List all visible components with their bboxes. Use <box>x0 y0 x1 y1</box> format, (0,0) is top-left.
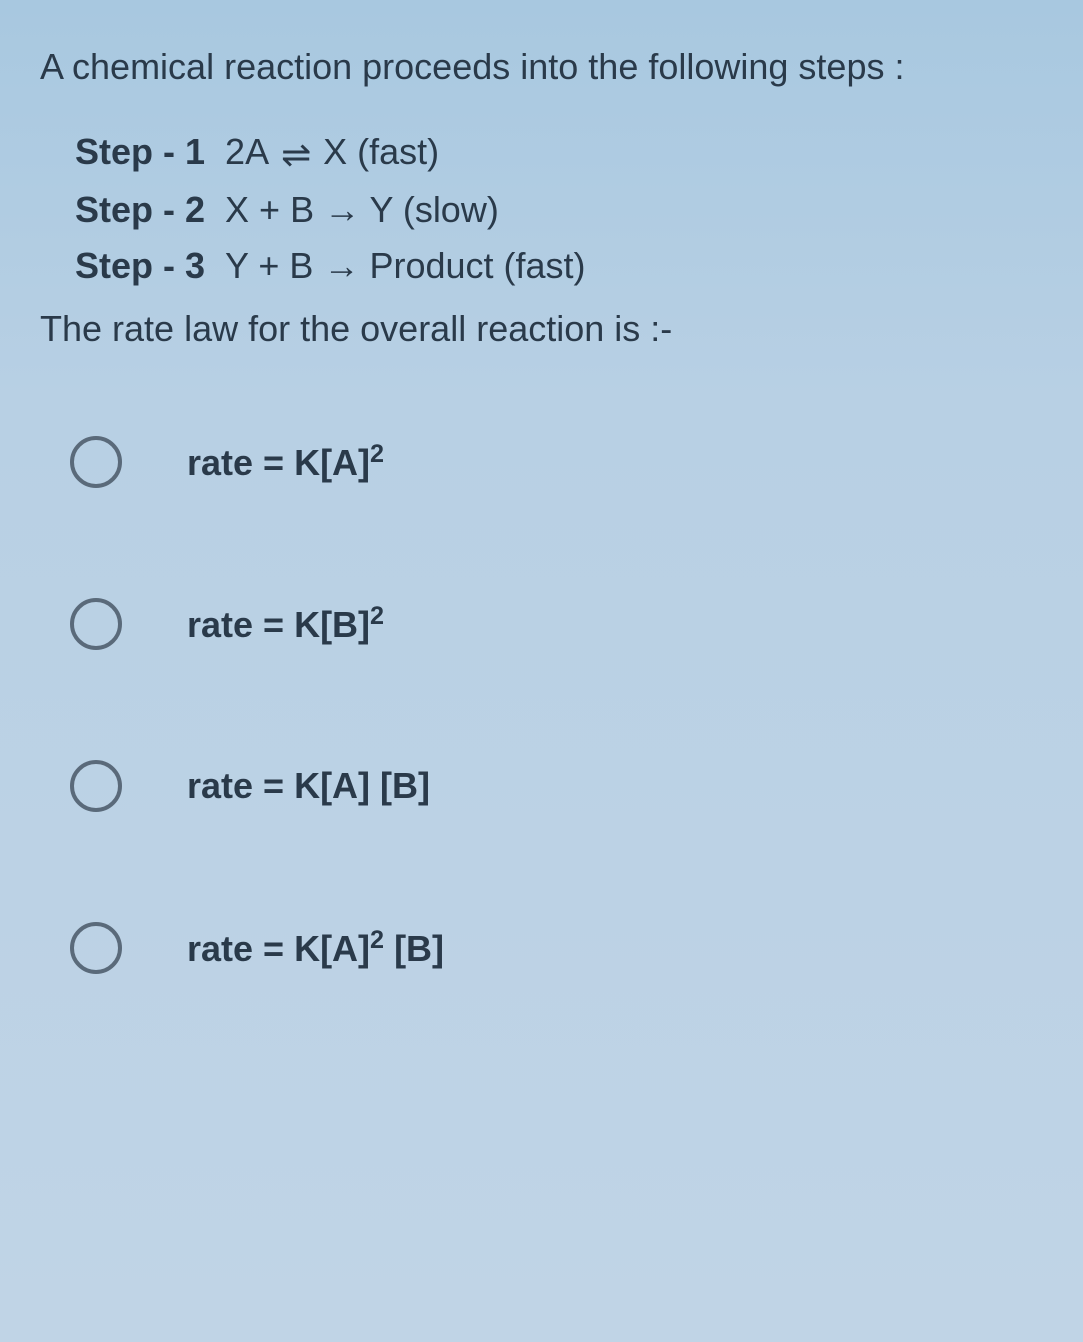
option-2[interactable]: rate = K[B]2 <box>70 598 1043 650</box>
option-4[interactable]: rate = K[A]2 [B] <box>70 922 1043 974</box>
options-block: rate = K[A]2 rate = K[B]2 rate = K[A] [B… <box>70 436 1043 974</box>
option-1-text: rate = K[A]2 <box>187 440 384 484</box>
step-2-label: Step - 2 <box>75 189 205 230</box>
step-3-equation: Y + B → Product (fast) <box>225 245 585 286</box>
option-4-text: rate = K[A]2 [B] <box>187 926 444 970</box>
step-1-equation: 2A X (fast) <box>225 131 439 172</box>
step-1: Step - 1 2A X (fast) <box>75 124 1043 182</box>
step-3: Step - 3 Y + B → Product (fast) <box>75 238 1043 294</box>
step-2: Step - 2 X + B → Y (slow) <box>75 182 1043 238</box>
option-3[interactable]: rate = K[A] [B] <box>70 760 1043 812</box>
option-1[interactable]: rate = K[A]2 <box>70 436 1043 488</box>
question-conclusion: The rate law for the overall reaction is… <box>40 302 1043 356</box>
question-intro: A chemical reaction proceeds into the fo… <box>40 40 1043 94</box>
steps-block: Step - 1 2A X (fast) Step - 2 X + B → Y … <box>75 124 1043 294</box>
step-3-label: Step - 3 <box>75 245 205 286</box>
radio-icon[interactable] <box>70 598 122 650</box>
radio-icon[interactable] <box>70 436 122 488</box>
radio-icon[interactable] <box>70 922 122 974</box>
radio-icon[interactable] <box>70 760 122 812</box>
step-1-label: Step - 1 <box>75 131 205 172</box>
step-2-equation: X + B → Y (slow) <box>225 189 499 230</box>
option-2-text: rate = K[B]2 <box>187 602 384 646</box>
option-3-text: rate = K[A] [B] <box>187 765 430 807</box>
